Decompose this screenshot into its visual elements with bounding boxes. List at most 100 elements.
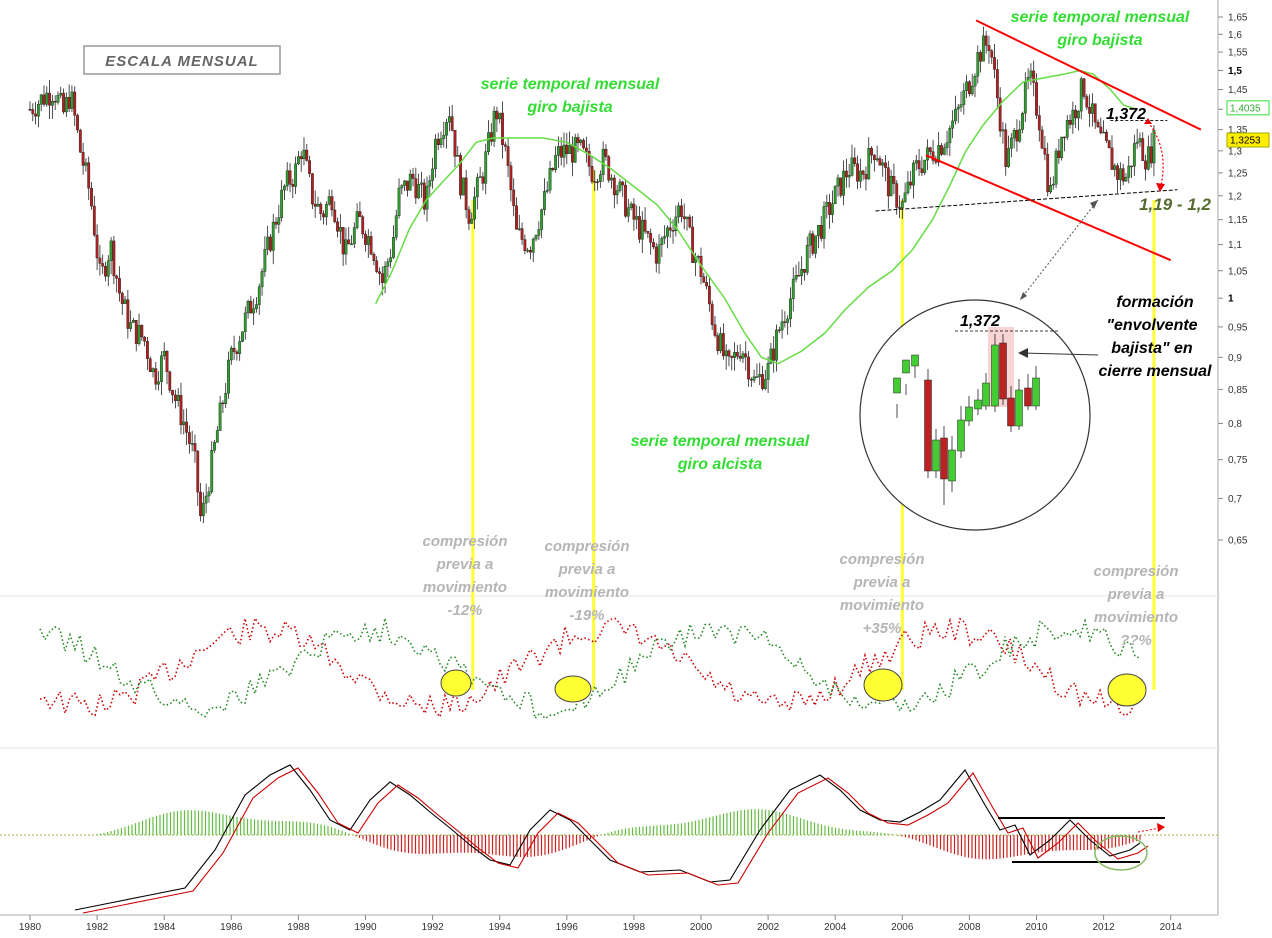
trendline-support_channel bbox=[925, 154, 1172, 262]
zoom-candle bbox=[957, 419, 965, 452]
candle bbox=[867, 148, 871, 180]
candle bbox=[836, 177, 840, 187]
candle bbox=[255, 304, 258, 309]
candle bbox=[752, 376, 756, 381]
candle bbox=[101, 263, 105, 267]
candle bbox=[1043, 147, 1047, 155]
candle bbox=[1149, 146, 1153, 164]
candle bbox=[523, 239, 527, 251]
candle bbox=[389, 257, 393, 262]
candle bbox=[515, 205, 518, 230]
candle bbox=[1110, 147, 1114, 170]
candle bbox=[763, 379, 767, 389]
candle bbox=[470, 218, 474, 224]
candle bbox=[696, 256, 700, 258]
candle bbox=[143, 336, 147, 342]
candle bbox=[478, 176, 482, 178]
zoom-candle bbox=[965, 406, 973, 422]
candle bbox=[173, 394, 177, 401]
candle bbox=[995, 69, 999, 99]
title-box: ESCALA MENSUAL bbox=[83, 45, 281, 75]
candle bbox=[269, 236, 272, 251]
candle bbox=[1121, 168, 1125, 182]
candle bbox=[1071, 109, 1075, 125]
y-tick-label: 1,25 bbox=[1228, 168, 1248, 179]
candle bbox=[956, 106, 960, 110]
candle bbox=[190, 443, 194, 445]
x-tick-label: 1986 bbox=[220, 922, 243, 933]
candle bbox=[847, 175, 851, 178]
candle bbox=[271, 221, 275, 251]
candle bbox=[372, 253, 376, 261]
zoom-candle bbox=[974, 399, 982, 410]
candle bbox=[285, 170, 289, 187]
x-tick-label: 1998 bbox=[623, 922, 646, 933]
comp4-line: previa a bbox=[1107, 586, 1165, 603]
candle bbox=[761, 374, 764, 389]
candle bbox=[842, 170, 845, 196]
candle bbox=[411, 173, 415, 179]
candle bbox=[213, 442, 216, 451]
candle bbox=[783, 321, 787, 323]
candle bbox=[241, 331, 244, 342]
candle bbox=[336, 221, 339, 232]
y-tick-label: 0,8 bbox=[1228, 419, 1242, 430]
compression-highlight bbox=[1107, 673, 1147, 707]
x-tick-label: 1992 bbox=[421, 922, 444, 933]
macd-signal-line bbox=[82, 767, 1149, 914]
candle bbox=[626, 207, 630, 217]
compression-note-2: compresión previa a movimiento -19% bbox=[544, 538, 629, 624]
y-tick-label: 1,05 bbox=[1228, 266, 1248, 277]
candle bbox=[42, 94, 46, 105]
candle bbox=[453, 130, 457, 157]
candle bbox=[1152, 130, 1156, 164]
candle bbox=[364, 233, 367, 245]
candle bbox=[129, 322, 133, 329]
candle bbox=[844, 170, 848, 178]
candle bbox=[397, 187, 401, 216]
candle bbox=[875, 158, 879, 161]
candle bbox=[721, 333, 725, 357]
ann-top-right-2: giro bajista bbox=[1056, 32, 1142, 49]
candle bbox=[154, 368, 158, 385]
candle bbox=[931, 151, 935, 161]
candle bbox=[758, 374, 762, 377]
candle bbox=[1130, 165, 1133, 168]
formation-1: formación bbox=[1116, 294, 1194, 311]
candle bbox=[447, 116, 451, 123]
candle bbox=[140, 324, 144, 338]
y-tick-label: 1 bbox=[1228, 294, 1234, 305]
candle bbox=[375, 260, 379, 272]
candle bbox=[861, 170, 865, 175]
candle bbox=[459, 154, 462, 196]
candle bbox=[512, 189, 516, 206]
candle bbox=[333, 209, 337, 222]
candle bbox=[654, 246, 658, 264]
candle bbox=[604, 148, 608, 157]
candle bbox=[968, 81, 971, 95]
candle bbox=[475, 177, 479, 198]
candle bbox=[565, 144, 569, 154]
comp1-line: previa a bbox=[436, 556, 494, 573]
candle bbox=[62, 92, 65, 113]
candle bbox=[439, 138, 443, 145]
candle bbox=[347, 239, 351, 245]
candle bbox=[229, 347, 233, 361]
candle bbox=[970, 85, 974, 95]
candle bbox=[1012, 130, 1016, 139]
candle bbox=[733, 352, 736, 358]
candle bbox=[165, 351, 169, 372]
candle bbox=[503, 144, 507, 147]
candle bbox=[1096, 121, 1100, 128]
candle bbox=[187, 432, 191, 444]
candle bbox=[576, 137, 580, 144]
candle bbox=[1037, 115, 1041, 131]
candle bbox=[638, 216, 641, 240]
candle bbox=[280, 189, 284, 218]
candle bbox=[652, 242, 655, 248]
candle bbox=[355, 211, 359, 228]
candle bbox=[48, 92, 51, 106]
candle bbox=[649, 233, 653, 243]
candle bbox=[414, 178, 418, 199]
zoom-candle bbox=[1024, 387, 1032, 407]
